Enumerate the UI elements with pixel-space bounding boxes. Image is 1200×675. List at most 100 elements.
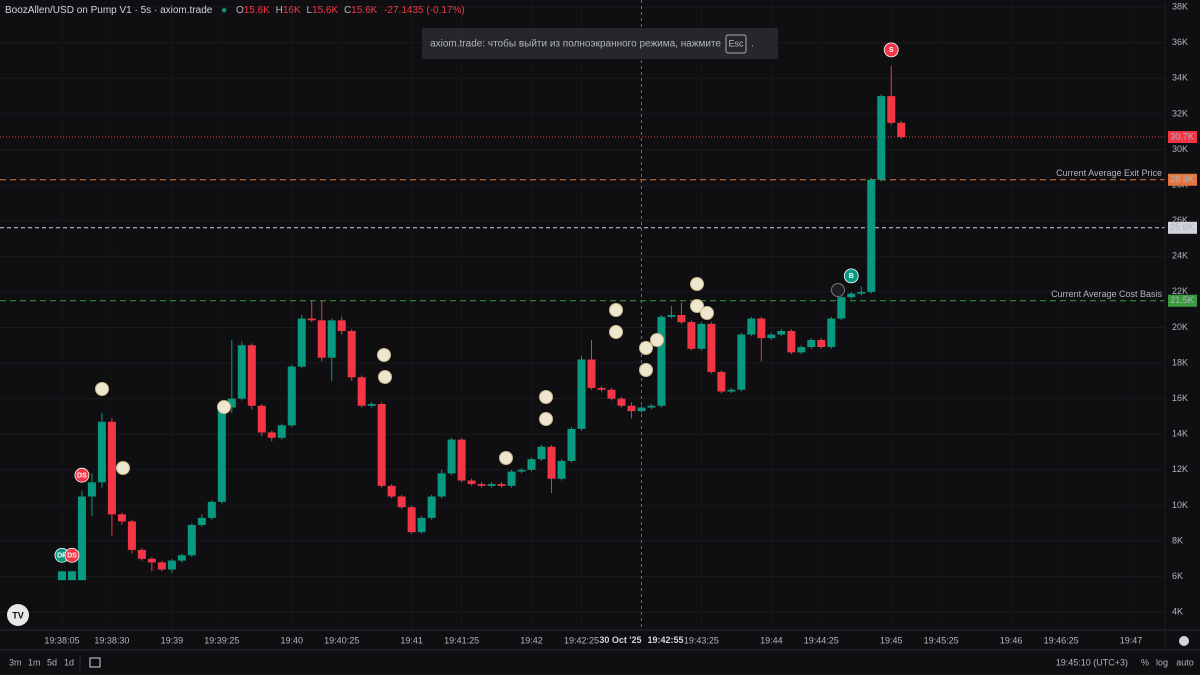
y-tick-label: 18K	[1172, 357, 1188, 367]
x-tick-label: 19:42	[520, 635, 543, 645]
price-label: 28.3K	[1170, 174, 1194, 184]
candle-body	[547, 446, 556, 479]
candle-body	[887, 96, 896, 123]
x-tick-label: 19:40	[280, 635, 303, 645]
x-tick-label: 19:47	[1120, 635, 1143, 645]
candle-body	[267, 432, 276, 438]
interval-button[interactable]: 3m	[9, 657, 22, 667]
interval-button[interactable]: 1m	[28, 657, 41, 667]
x-tick-label: 19:38:30	[94, 635, 129, 645]
candle-body	[347, 331, 356, 378]
candle-body	[157, 562, 166, 570]
candle-body	[377, 403, 386, 486]
candle-body	[687, 322, 696, 349]
x-tick-label: 19:45:25	[924, 635, 959, 645]
interval-button[interactable]: 5d	[47, 657, 57, 667]
bottom-toolbar: 3m 1m 5d 1d 19:45:10 (UTC+3) % log auto	[0, 649, 1200, 671]
avatar[interactable]	[700, 306, 714, 320]
y-tick-label: 32K	[1172, 108, 1188, 118]
avatar[interactable]	[609, 303, 623, 317]
x-tick-label: 19:38:05	[44, 635, 79, 645]
price-label: 25.6K	[1170, 222, 1194, 232]
candle-body	[817, 339, 826, 348]
tv-logo[interactable]: TV	[7, 604, 29, 626]
y-tick-label: 6K	[1172, 571, 1183, 581]
avatar[interactable]	[116, 461, 130, 475]
avatar[interactable]	[609, 325, 623, 339]
trade-marker	[883, 42, 899, 58]
candle-body	[797, 347, 806, 353]
candle-body	[717, 371, 726, 392]
candle-body	[537, 446, 546, 460]
calendar-icon[interactable]	[89, 657, 101, 668]
candles	[57, 65, 906, 581]
banner-end: .	[751, 39, 754, 50]
price-lines: Current Average Exit Price Current Averag…	[0, 136, 1165, 302]
candle-body	[337, 320, 346, 332]
candle-body	[497, 484, 506, 486]
candle-body	[357, 377, 366, 406]
crosshair-label: 30 Oct '25 19:42:55	[599, 635, 683, 645]
avatar[interactable]	[831, 283, 845, 297]
avatar[interactable]	[539, 390, 553, 404]
x-tick-label: 19:46:25	[1044, 635, 1079, 645]
percent-toggle[interactable]: %	[1141, 657, 1149, 667]
ohlc-value: 15.6K	[244, 5, 270, 16]
x-tick-label: 19:39	[161, 635, 184, 645]
avatar[interactable]	[639, 341, 653, 355]
avatar[interactable]	[378, 370, 392, 384]
candle-body	[657, 316, 666, 406]
avatar[interactable]	[639, 363, 653, 377]
candle-body	[327, 320, 336, 358]
candle-body	[777, 331, 786, 335]
interval-button[interactable]: 1d	[64, 657, 74, 667]
candle-body	[767, 334, 776, 339]
candle-body	[197, 517, 206, 525]
ohlc-change: -27.1435 (-0.17%)	[384, 5, 465, 16]
settings-icon[interactable]	[1179, 636, 1189, 646]
ohlc-key: C	[344, 5, 351, 16]
ohlc-value: 15.6K	[312, 5, 338, 16]
trade-marker	[843, 268, 859, 284]
candle-body	[567, 428, 576, 461]
candle-body	[557, 460, 566, 479]
candle-body	[857, 291, 866, 294]
candle-body	[307, 318, 316, 321]
avatar[interactable]	[499, 451, 513, 465]
y-tick-label: 38K	[1172, 1, 1188, 11]
status-dot: ●	[221, 5, 227, 16]
avatar[interactable]	[690, 299, 704, 313]
candle-body	[227, 398, 236, 408]
candle-body	[297, 318, 306, 367]
y-tick-label: 34K	[1172, 73, 1188, 83]
avatar[interactable]	[690, 277, 704, 291]
axes: 4K6K8K10K12K14K16K18K20K22K24K26K28K30K3…	[44, 1, 1197, 649]
logo-circle[interactable]	[7, 604, 29, 626]
candle-body	[617, 398, 626, 406]
y-tick-label: 16K	[1172, 393, 1188, 403]
avatar[interactable]	[217, 400, 231, 414]
avatar[interactable]	[650, 333, 664, 347]
y-tick-label: 22K	[1172, 286, 1188, 296]
candle-body	[317, 320, 326, 358]
auto-toggle[interactable]: auto	[1176, 657, 1194, 667]
candle-body	[237, 345, 246, 399]
x-tick-label: 19:44:25	[804, 635, 839, 645]
candle-body	[877, 96, 886, 180]
log-toggle[interactable]: log	[1156, 657, 1168, 667]
trade-marker-label: DP	[57, 553, 67, 560]
price-line-name: Current Average Cost Basis	[1051, 289, 1162, 299]
avatar[interactable]	[539, 412, 553, 426]
crosshair-label-bg	[601, 633, 682, 649]
candle-body	[787, 331, 796, 353]
candle-body	[427, 496, 436, 518]
ohlc-value: 15.6K	[351, 5, 377, 16]
avatar[interactable]	[377, 348, 391, 362]
grid	[0, 0, 1165, 630]
ohlc-value: 16K	[283, 5, 301, 16]
candle-body	[137, 549, 146, 559]
avatar[interactable]	[95, 382, 109, 396]
candle-body	[277, 425, 286, 438]
candle-body	[67, 571, 76, 581]
